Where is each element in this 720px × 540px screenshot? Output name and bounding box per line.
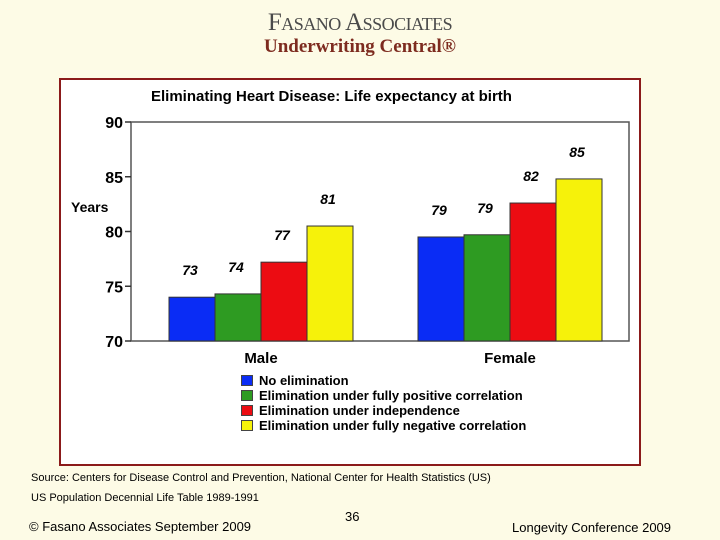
y-tick-label: 70 — [105, 334, 123, 351]
legend-item: Elimination under independence — [241, 403, 526, 418]
legend-label: Elimination under fully negative correla… — [259, 418, 527, 433]
bar — [555, 178, 603, 342]
legend-swatch — [241, 375, 253, 386]
chart-figure: Eliminating Heart Disease: Life expectan… — [59, 78, 641, 466]
table-note: US Population Decennial Life Table 1989-… — [31, 492, 259, 504]
bar — [260, 261, 308, 342]
legend-label: Elimination under fully positive correla… — [259, 388, 523, 403]
bar-data-label: 74 — [228, 259, 244, 275]
bar-data-label: 82 — [523, 168, 539, 184]
y-tick-label: 75 — [105, 279, 123, 296]
bar-data-label: 79 — [431, 202, 447, 218]
legend-swatch — [241, 405, 253, 416]
bar — [306, 225, 354, 342]
legend-swatch — [241, 390, 253, 401]
bar-data-label: 79 — [477, 200, 493, 216]
bar — [168, 296, 216, 342]
bar — [417, 236, 465, 342]
y-tick-label: 80 — [105, 225, 123, 242]
y-tick-label: 90 — [105, 115, 123, 132]
source-note: Source: Centers for Disease Control and … — [31, 472, 491, 484]
brand-logo: Fasano Associates Underwriting Central® — [0, 10, 720, 58]
y-axis-label: Years — [71, 199, 109, 215]
y-tick-label: 85 — [105, 170, 123, 187]
legend-swatch — [241, 420, 253, 431]
chart-legend: No elimination Elimination under fully po… — [241, 373, 526, 433]
page-number: 36 — [345, 509, 360, 524]
bar-data-label: 81 — [320, 191, 336, 207]
legend-label: Elimination under independence — [259, 403, 460, 418]
x-category-label: Male — [244, 350, 277, 367]
bar — [214, 293, 262, 342]
legend-label: No elimination — [259, 373, 349, 388]
bar-data-label: 85 — [569, 144, 585, 160]
legend-item: Elimination under fully positive correla… — [241, 388, 526, 403]
event-name: Longevity Conference 2009 — [512, 520, 672, 535]
bar — [463, 234, 511, 342]
chart-title: Eliminating Heart Disease: Life expectan… — [151, 88, 512, 105]
brand-subtitle: Underwriting Central® — [263, 36, 457, 57]
bar-chart: 70 75 80 85 90 Years 73 74 77 81 Male 79 79 82 85 Femal… — [71, 115, 630, 367]
bar-data-label: 77 — [274, 227, 291, 243]
x-category-label: Female — [484, 350, 536, 367]
bar — [509, 202, 557, 342]
brand-name: Fasano Associates — [267, 9, 453, 36]
legend-item: No elimination — [241, 373, 526, 388]
bar-data-label: 73 — [182, 262, 198, 278]
legend-item: Elimination under fully negative correla… — [241, 418, 526, 433]
copyright-text: © Fasano Associates September 2009 — [29, 519, 252, 534]
